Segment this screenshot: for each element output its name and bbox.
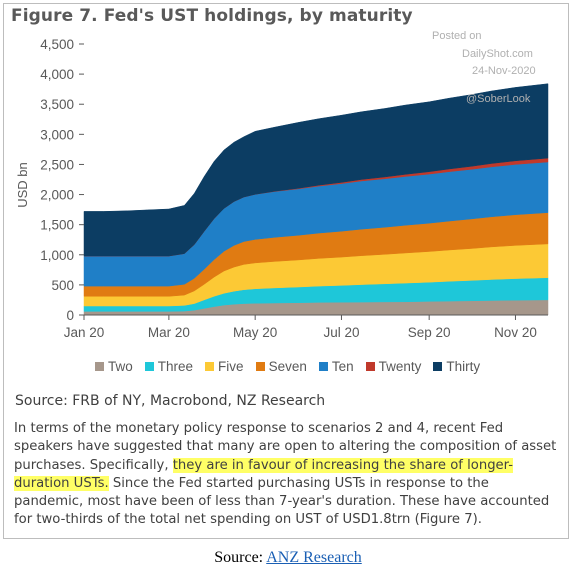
legend-item-five: Five: [205, 359, 244, 374]
chart-source: Source: FRB of NY, Macrobond, NZ Researc…: [15, 393, 326, 409]
watermark-site: DailyShot.com: [462, 48, 533, 60]
stacked-area-chart: 0 500 1,000 1,500 2,000 2,500 3,000 3,500 4,000 4…: [15, 37, 549, 340]
legend-swatch: [144, 362, 154, 371]
legend-swatch: [255, 362, 265, 371]
y-tick-label: 4,500: [40, 37, 74, 52]
legend-swatch: [95, 362, 104, 371]
x-tick-label: May 20: [233, 325, 277, 340]
x-tick-label: Sep 20: [408, 325, 451, 340]
footer-prefix: Source:: [214, 549, 267, 566]
legend-label: Five: [218, 359, 244, 374]
legend-label: Twenty: [378, 359, 422, 374]
watermark-date: 24-Nov-2020: [472, 65, 536, 77]
y-tick-label: 2,000: [40, 188, 74, 203]
x-tick-label: Jul 20: [323, 325, 359, 340]
area-thirty: [83, 83, 549, 257]
x-tick-label: Nov 20: [494, 325, 537, 340]
y-tick-label: 3,000: [40, 127, 74, 142]
legend-item-three: Three: [144, 359, 194, 374]
paragraph-text-before: In terms of the monetary policy response…: [14, 421, 557, 473]
legend-swatch: [318, 362, 328, 371]
watermark-handle: @SoberLook: [466, 93, 531, 105]
legend-label: Thirty: [446, 359, 481, 374]
y-tick-label: 0: [66, 308, 74, 323]
legend-label: Two: [108, 359, 133, 374]
legend-item-two: Two: [95, 359, 133, 374]
x-tick-label: Mar 20: [148, 325, 190, 340]
legend-swatch: [365, 362, 375, 371]
legend-item-twenty: Twenty: [365, 359, 422, 374]
legend-swatch: [205, 362, 215, 371]
legend-swatch: [433, 362, 443, 371]
x-tick-label: Jan 20: [64, 325, 105, 340]
x-axis: Jan 20 Mar 20 May 20 Jul 20 Sep 20 Nov 20: [64, 314, 548, 340]
y-axis: 0 500 1,000 1,500 2,000 2,500 3,000 3,500 4,000 4…: [40, 37, 84, 323]
y-tick-label: 2,500: [40, 157, 74, 172]
watermark-posted-on: Posted on: [432, 30, 482, 42]
legend-item-thirty: Thirty: [433, 359, 480, 374]
y-tick-label: 1,000: [40, 248, 74, 263]
figure-title: Figure 7. Fed's UST holdings, by maturit…: [11, 6, 413, 26]
y-tick-label: 1,500: [40, 218, 74, 233]
paragraph-text-after: Since the Fed started purchasing USTs in…: [14, 475, 550, 528]
legend-label: Seven: [268, 359, 307, 374]
chart-areas: [83, 83, 549, 316]
y-tick-label: 500: [51, 278, 74, 293]
chart-legend: Two Three Five Seven Ten Twenty Thirty: [95, 359, 480, 374]
body-paragraph: In terms of the monetary policy response…: [14, 420, 562, 530]
legend-label: Three: [157, 359, 194, 374]
legend-label: Ten: [331, 359, 354, 374]
legend-item-ten: Ten: [318, 359, 354, 374]
y-tick-label: 4,000: [40, 67, 74, 82]
footer-source: Source: ANZ Research: [0, 549, 576, 567]
legend-item-seven: Seven: [255, 359, 307, 374]
anz-research-link[interactable]: ANZ Research: [266, 549, 362, 566]
y-axis-label: USD bn: [15, 162, 30, 208]
y-tick-label: 3,500: [40, 97, 74, 112]
